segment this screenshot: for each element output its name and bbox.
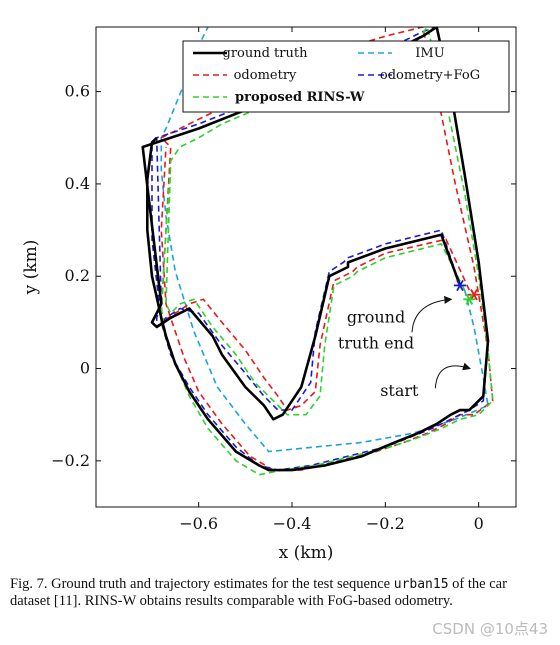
trajectory-chart: ground truth end start −0.6 −0.4 −0.2 0 −0.2 0 0… (21, 26, 517, 563)
x-tick-label: −0.4 (273, 514, 312, 533)
y-tick-label: −0.2 (51, 451, 90, 470)
annotation-arrow (434, 362, 471, 389)
plot-frame (95, 26, 517, 508)
series-line-imu (160, 27, 489, 453)
legend-label: odometry (234, 68, 297, 83)
figure-caption: Fig. 7. Ground truth and trajectory esti… (10, 576, 550, 610)
y-tick-label: 0 (80, 359, 90, 378)
legend: ground truth IMU odometry odometry+FoG propo… (182, 40, 510, 113)
series-line-proposed-rins-w (160, 27, 494, 476)
watermark: CSDN @10点43 (432, 620, 548, 638)
end-marker-proposed-rins-w (463, 293, 476, 305)
annotation-layer: ground truth end start (338, 295, 471, 400)
legend-entry-odometry-fog: odometry+FoG (358, 68, 480, 83)
end-marker-odometry (468, 289, 480, 301)
caption-code: urban15 (393, 577, 449, 592)
y-axis-label: y (km) (21, 240, 41, 296)
legend-entry-ground-truth: ground truth (193, 46, 308, 61)
caption-suffix: of the car dataset [11]. RINS-W obtains … (10, 576, 507, 609)
y-tick-label: 0.4 (65, 174, 90, 193)
marker-layer (454, 279, 480, 305)
annotation-text: start (380, 381, 419, 400)
tick-layer: −0.6 −0.4 −0.2 0 −0.2 0 0.2 0.4 0.6 (51, 27, 516, 533)
legend-entry-proposed-rins-w: proposed RINS-W (193, 90, 365, 105)
x-axis-label: x (km) (279, 543, 334, 563)
x-tick-label: −0.2 (366, 514, 405, 533)
annotation-text: ground (347, 307, 405, 326)
legend-label: odometry+FoG (380, 68, 480, 83)
legend-entry-imu: IMU (358, 46, 445, 61)
annotation-2: start (380, 362, 471, 400)
caption-prefix: Fig. 7. Ground truth and trajectory esti… (10, 576, 391, 592)
series-line-ground-truth (141, 27, 490, 472)
x-tick-label: 0 (474, 514, 484, 533)
legend-box (182, 40, 510, 113)
legend-label: IMU (415, 46, 444, 61)
annotation-text: truth end (338, 333, 414, 352)
legend-label: ground truth (223, 46, 309, 61)
legend-label: proposed RINS-W (235, 90, 365, 105)
series-layer (141, 27, 494, 476)
annotation-arrow (411, 295, 453, 333)
x-tick-label: −0.6 (179, 514, 218, 533)
end-marker-odometry-fog (454, 279, 466, 292)
annotation-1: ground truth end (338, 295, 453, 352)
y-tick-label: 0.2 (65, 266, 90, 285)
y-tick-label: 0.6 (65, 82, 90, 101)
legend-entry-odometry: odometry (193, 68, 297, 83)
